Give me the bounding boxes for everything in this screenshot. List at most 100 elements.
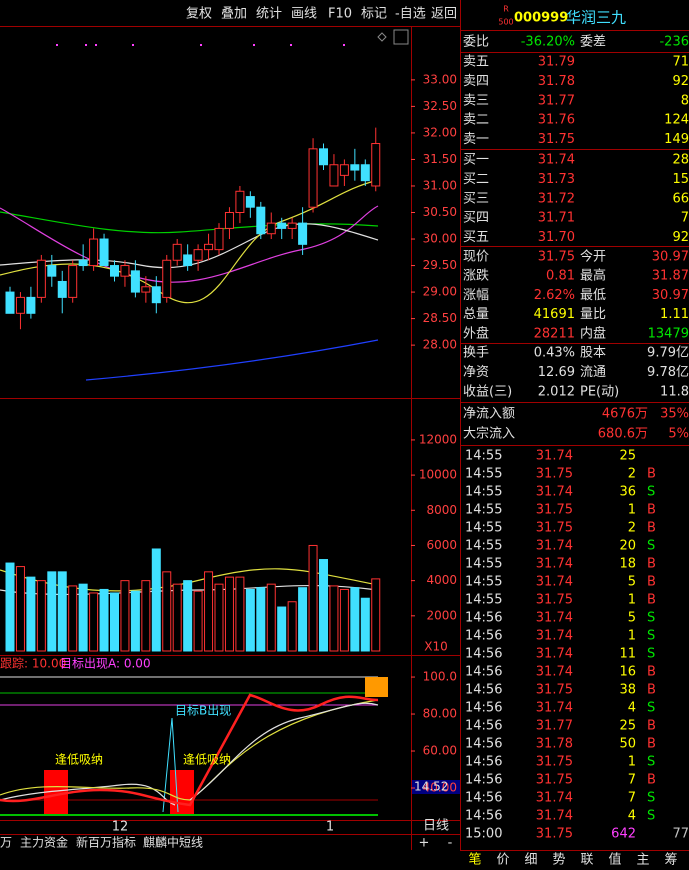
toolbar-button[interactable]: 返回	[431, 7, 457, 22]
volume-bar	[214, 583, 224, 652]
volume-bar	[151, 548, 161, 652]
volume-bar	[26, 576, 36, 652]
trade-vol: 4	[628, 701, 636, 716]
tab[interactable]: 笔	[468, 852, 481, 868]
tab[interactable]: 价	[496, 853, 509, 868]
trade-time: 14:56	[465, 665, 502, 680]
stat-label: 流通	[580, 365, 606, 380]
signal: 逢低吸纳	[55, 753, 103, 767]
label: 委差	[580, 35, 606, 50]
tab[interactable]: 联	[580, 853, 593, 868]
candle-body	[26, 296, 36, 314]
volume-bar	[350, 587, 360, 652]
tab[interactable]: 势	[552, 852, 565, 868]
stat-label: 总量	[463, 307, 489, 322]
book-vol: 92	[672, 230, 689, 245]
flow-value: 680.6万	[598, 427, 648, 442]
trade-side: S	[647, 485, 655, 500]
toolbar-button[interactable]: 标记	[361, 7, 387, 22]
candle-body	[214, 227, 224, 251]
book-label: 买四	[463, 211, 489, 226]
stat-value: 1.11	[660, 307, 689, 322]
trade-price: 31.78	[536, 737, 573, 752]
toolbar-button[interactable]: -自选	[395, 7, 426, 22]
candle-body	[15, 296, 25, 314]
candle-body	[298, 222, 308, 245]
toolbar-button[interactable]: 画线	[291, 7, 317, 22]
trade-vol: 36	[619, 485, 636, 500]
volume-bar	[235, 576, 245, 652]
trade-time: 14:55	[465, 485, 502, 500]
toolbar-button[interactable]: F10	[328, 7, 352, 22]
trade-time: 14:55	[465, 557, 502, 572]
indicator-tick-label: 40.00	[423, 781, 457, 795]
trade-price: 31.75	[536, 683, 573, 698]
trade-price: 31.74	[536, 557, 573, 572]
trade-price: 31.74	[536, 449, 573, 464]
volume-bar	[360, 597, 370, 652]
x-label: 12	[112, 820, 129, 835]
toolbar-button[interactable]: 统计	[256, 7, 282, 22]
trade-time: 14:55	[465, 467, 502, 482]
signal: 目标B出现	[175, 704, 231, 718]
trade-price: 31.75	[536, 773, 573, 788]
stat-value: 13479	[648, 326, 689, 341]
candle-body	[68, 265, 78, 298]
left-tab[interactable]: 麒麟中短线	[143, 835, 203, 850]
tab[interactable]: 筹	[664, 852, 677, 868]
stat-value: 12.69	[538, 365, 575, 380]
tab[interactable]: 主	[636, 853, 649, 868]
stat-label: 今开	[580, 249, 606, 265]
zoom[interactable]: -	[448, 836, 453, 851]
trade-side: B	[647, 557, 656, 572]
trade-time: 14:56	[465, 647, 502, 662]
candle-body	[5, 291, 15, 314]
book-label: 卖二	[463, 113, 489, 128]
trade-time: 14:55	[465, 521, 502, 536]
book-vol: 66	[672, 191, 689, 206]
toolbar-button[interactable]: 叠加	[221, 7, 247, 22]
trade-price: 31.75	[536, 593, 573, 608]
stat-value: 28211	[534, 326, 575, 341]
stat-label: 涨跌	[463, 268, 489, 284]
candle-body	[204, 243, 214, 251]
indicator-tick-label: 100.0	[423, 670, 457, 684]
book-vol: 8	[681, 93, 689, 108]
book-vol: 7	[681, 211, 689, 226]
stat-label: 净资	[463, 365, 489, 380]
book-label: 买五	[463, 230, 489, 245]
trade-time: 14:56	[465, 701, 502, 716]
price-tick-label: 32.00	[423, 125, 457, 139]
trade-price: 31.75	[536, 521, 573, 536]
trade-side: B	[647, 467, 656, 482]
trade-side: S	[647, 629, 655, 644]
trade-price: 31.74	[536, 611, 573, 626]
volume-bar	[298, 587, 308, 652]
indicator-tick-label: 80.00	[423, 707, 457, 721]
zoom[interactable]: +	[419, 836, 430, 851]
book-vol: 15	[672, 172, 689, 187]
candle-body	[319, 148, 328, 166]
volume-bar	[193, 590, 203, 652]
trade-side: B	[647, 593, 656, 608]
candle-body	[245, 196, 255, 208]
trade-price: 31.75	[536, 755, 573, 770]
book-label: 买三	[463, 191, 489, 206]
toolbar-button[interactable]: 复权	[186, 6, 212, 22]
candle-body	[57, 280, 67, 298]
candle-body	[266, 222, 276, 235]
trade-price: 31.75	[536, 467, 573, 482]
book-vol: 92	[672, 74, 689, 89]
book-vol: 28	[672, 153, 689, 168]
left-tab[interactable]: 新百万指标	[76, 835, 136, 850]
volume-bar	[47, 571, 57, 652]
candle-body	[339, 164, 349, 176]
tab[interactable]: 细	[524, 853, 537, 868]
flow-label: 净流入额	[463, 407, 515, 422]
left-tab[interactable]: 万	[0, 836, 12, 850]
tab[interactable]: 值	[608, 852, 621, 868]
trade-time: 14:56	[465, 611, 502, 626]
left-tab[interactable]: 主力资金	[20, 835, 68, 850]
trade-side: B	[647, 503, 656, 518]
candle-body	[172, 243, 182, 261]
